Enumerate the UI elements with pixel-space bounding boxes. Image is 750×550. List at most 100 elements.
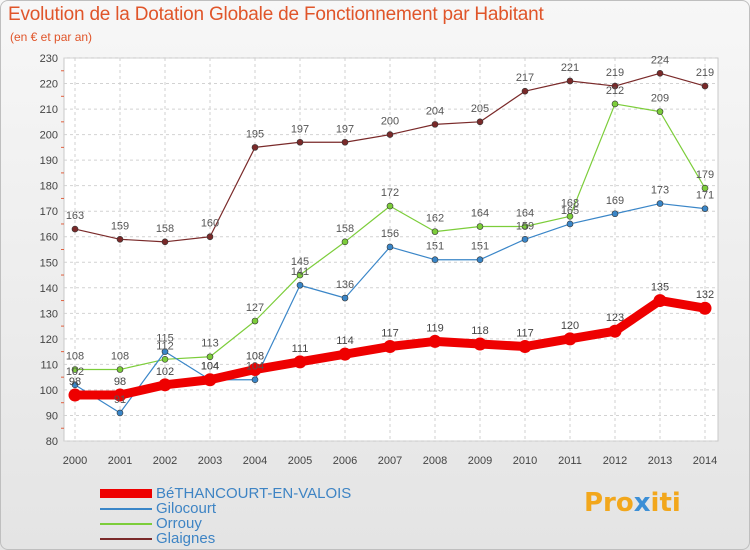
data-label-glaignes: 205 [471,103,489,115]
data-label-b-thancourt-en-valois: 117 [381,328,399,340]
data-point-gilocourt [476,256,484,264]
data-label-b-thancourt-en-valois: 111 [292,343,309,355]
data-point-gilocourt [161,348,169,355]
y-tick-label: 90 [46,410,58,422]
data-label-orrouy: 162 [426,213,444,225]
data-point-gilocourt [116,409,124,417]
data-label-orrouy: 108 [111,351,129,363]
data-label-gilocourt: 151 [471,241,489,253]
data-label-gilocourt: 104 [246,361,264,373]
data-point-b-thancourt-en-valois [248,363,262,377]
data-label-b-thancourt-en-valois: 98 [69,376,81,388]
data-label-glaignes: 197 [336,123,354,135]
data-point-gilocourt [701,205,709,212]
x-tick-label: 2013 [648,455,672,467]
data-point-b-thancourt-en-valois [158,378,172,392]
data-point-b-thancourt-en-valois [293,355,307,369]
x-tick-label: 2008 [423,455,447,467]
data-label-glaignes: 158 [156,223,174,235]
chart-title: Evolution de la Dotation Globale de Fonc… [8,4,544,25]
data-point-b-thancourt-en-valois [68,388,82,402]
data-point-glaignes [341,138,349,146]
data-label-orrouy: 112 [156,340,174,352]
data-label-b-thancourt-en-valois: 102 [156,366,174,378]
data-point-orrouy [206,353,214,361]
data-label-b-thancourt-en-valois: 98 [114,376,126,388]
data-point-orrouy [251,317,259,325]
data-point-orrouy [161,355,169,363]
data-label-glaignes: 204 [426,105,444,117]
data-point-orrouy [116,366,124,373]
data-label-gilocourt: 159 [516,220,534,232]
data-label-glaignes: 221 [561,62,579,74]
y-tick-label: 130 [40,308,58,320]
x-tick-label: 2003 [198,455,222,467]
data-point-b-thancourt-en-valois [563,332,577,346]
data-label-gilocourt: 115 [156,333,174,345]
data-label-glaignes: 217 [516,72,534,84]
data-label-gilocourt: 156 [381,228,399,240]
data-label-gilocourt: 91 [114,394,126,406]
x-tick-label: 2006 [333,455,357,467]
data-point-b-thancourt-en-valois [383,340,397,354]
data-label-glaignes: 200 [381,116,399,128]
data-point-glaignes [611,82,619,90]
data-label-glaignes: 160 [201,218,219,230]
legend-label: Gilocourt [156,500,217,517]
data-label-b-thancourt-en-valois: 104 [201,361,219,373]
data-point-glaignes [476,118,484,126]
y-tick-label: 110 [40,359,58,371]
data-point-gilocourt [296,281,304,289]
chart-subtitle: (en € et par an) [10,30,93,44]
data-label-orrouy: 158 [336,223,354,235]
data-point-glaignes [116,235,124,243]
data-point-gilocourt [431,256,439,264]
data-point-glaignes [386,131,394,138]
y-tick-label: 170 [40,206,58,218]
data-label-orrouy: 209 [651,93,669,105]
legend-swatch [100,489,152,498]
data-label-orrouy: 179 [696,169,714,181]
data-label-glaignes: 197 [291,123,309,135]
data-label-glaignes: 195 [246,128,264,140]
x-tick-label: 2001 [108,455,132,467]
legend-label: BéTHANCOURT-EN-VALOIS [156,485,352,502]
data-point-glaignes [296,138,304,146]
data-label-orrouy: 164 [516,208,534,220]
data-label-b-thancourt-en-valois: 135 [651,282,669,294]
y-tick-label: 200 [40,130,58,142]
data-label-b-thancourt-en-valois: 114 [336,335,354,347]
data-label-b-thancourt-en-valois: 118 [471,325,489,337]
legend: BéTHANCOURT-EN-VALOIS Gilocourt Orrouy Glai… [100,486,351,546]
data-point-glaignes [701,82,709,90]
y-tick-label: 160 [40,232,58,244]
data-point-gilocourt [656,200,664,207]
data-label-orrouy: 172 [381,187,399,199]
data-point-gilocourt [71,381,79,389]
x-tick-label: 2004 [243,455,267,467]
series-orrouy [71,100,709,373]
x-tick-label: 2007 [378,455,402,467]
data-point-orrouy [566,213,574,220]
data-point-gilocourt [386,243,394,251]
data-label-gilocourt: 141 [291,266,309,278]
y-tick-label: 140 [40,283,58,295]
data-label-glaignes: 159 [111,220,129,232]
legend-swatch [100,537,152,540]
data-point-orrouy [386,202,394,210]
data-point-b-thancourt-en-valois [653,294,667,308]
data-label-glaignes: 219 [606,67,624,79]
data-point-b-thancourt-en-valois [473,337,487,351]
data-point-b-thancourt-en-valois [338,347,352,361]
data-point-b-thancourt-en-valois [428,334,442,348]
x-tick-label: 2014 [693,455,717,467]
data-label-gilocourt: 165 [561,205,579,217]
x-tick-label: 2010 [513,455,537,467]
data-point-orrouy [431,228,439,235]
y-tick-label: 210 [40,104,58,116]
data-point-b-thancourt-en-valois [608,324,622,338]
y-tick-label: 150 [40,257,58,269]
series-glaignes [71,70,709,246]
data-point-glaignes [161,238,169,246]
